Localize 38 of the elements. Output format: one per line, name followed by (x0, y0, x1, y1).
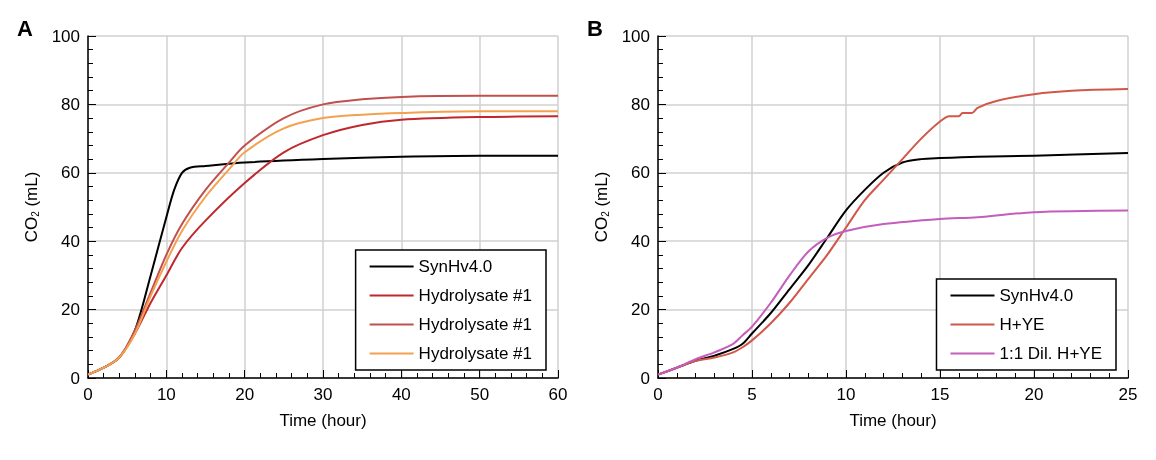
x-tick-label: 0 (83, 385, 93, 404)
legend-label: Hydrolysate #1 (418, 344, 532, 363)
y-tick-label: 20 (61, 300, 80, 320)
legend-label: Hydrolysate #1 (418, 315, 532, 334)
x-tick-label: 50 (470, 385, 490, 404)
y-tick-label: 100 (621, 26, 650, 46)
x-tick-label: 20 (1024, 385, 1044, 404)
x-tick-label: 20 (235, 385, 255, 404)
x-axis-title: Time (hour) (849, 411, 937, 430)
x-tick-label: 25 (1118, 385, 1138, 404)
y-axis-title: CO2 (mL) (22, 171, 42, 243)
x-tick-label: 5 (747, 385, 757, 404)
x-tick-label: 30 (313, 385, 333, 404)
y-tick-label: 20 (631, 300, 650, 320)
x-tick-label: 10 (836, 385, 856, 404)
y-tick-label: 100 (51, 26, 80, 46)
legend-label: Hydrolysate #1 (418, 286, 532, 305)
legend-label: SynHv4.0 (999, 286, 1074, 305)
y-axis-title: CO2 (mL) (592, 171, 612, 243)
y-tick-label: 60 (631, 163, 650, 183)
y-tick-label: 40 (631, 231, 650, 251)
y-tick-label: 0 (640, 368, 650, 388)
y-tick-label: 0 (70, 368, 80, 388)
y-tick-label: 80 (61, 94, 80, 114)
legend-label: SynHv4.0 (418, 257, 493, 276)
legend-label: H+YE (999, 315, 1045, 334)
x-tick-label: 15 (930, 385, 950, 404)
x-axis-title: Time (hour) (279, 411, 367, 430)
y-tick-label: 60 (61, 163, 80, 183)
y-tick-label: 40 (61, 231, 80, 251)
legend-label: 1:1 Dil. H+YE (999, 344, 1102, 363)
x-tick-label: 10 (156, 385, 176, 404)
x-tick-label: 0 (653, 385, 663, 404)
chart-title: B (587, 15, 603, 41)
x-tick-label: 40 (391, 385, 411, 404)
y-tick-label: 80 (631, 94, 650, 114)
x-tick-label: 60 (548, 385, 568, 404)
chart-title: A (17, 15, 33, 41)
